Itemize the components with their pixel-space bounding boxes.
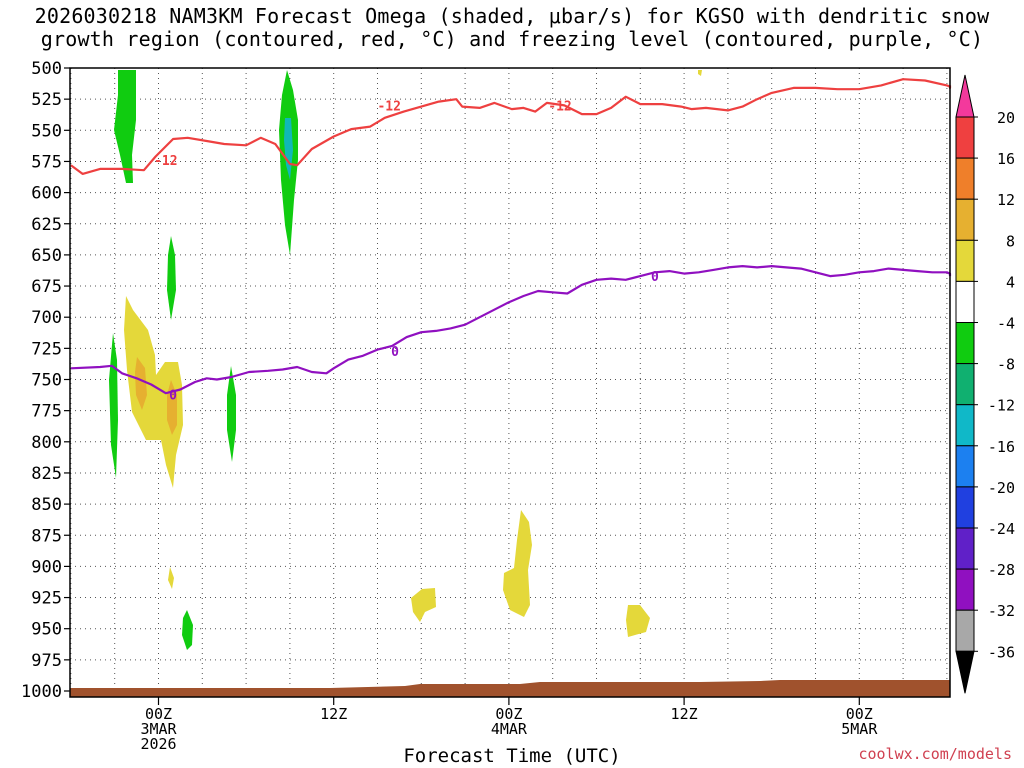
colorbar-label: 8 xyxy=(1006,232,1015,250)
contour-label: -12 xyxy=(154,154,177,169)
title-line-2: growth region (contoured, red, °C) and f… xyxy=(40,27,984,51)
x-tick-label: 12Z xyxy=(671,705,698,723)
x-tick-label: 3MAR xyxy=(140,720,177,738)
colorbar-swatch xyxy=(955,157,975,200)
terrain-ground xyxy=(70,680,950,697)
colorbar-label: -16 xyxy=(988,438,1015,456)
omega-area xyxy=(227,366,236,462)
contour-label: 0 xyxy=(391,345,399,360)
omega-area xyxy=(109,333,118,478)
y-tick-label: 975 xyxy=(31,651,62,671)
colorbar-label: -4 xyxy=(997,315,1015,333)
colorbar-label: -20 xyxy=(988,479,1015,497)
x-tick-label: 00Z xyxy=(846,705,873,723)
omega-area xyxy=(167,236,176,320)
colorbar-swatch xyxy=(955,404,975,447)
colorbar-label: 20 xyxy=(997,109,1015,127)
credit-text: coolwx.com/models xyxy=(858,745,1012,763)
y-tick-label: 775 xyxy=(31,402,62,422)
contour-label: -12 xyxy=(377,99,400,114)
y-tick-label: 925 xyxy=(31,589,62,609)
y-tick-label: 700 xyxy=(31,308,62,328)
colorbar-swatch xyxy=(955,527,975,570)
contour-line-0 xyxy=(70,265,952,395)
y-tick-label: 825 xyxy=(31,464,62,484)
omega-area xyxy=(182,610,193,650)
y-tick-label: 750 xyxy=(31,371,62,391)
y-tick-label: 850 xyxy=(31,495,62,515)
colorbar-swatch xyxy=(955,116,975,159)
colorbar-label: -32 xyxy=(988,602,1015,620)
omega-shading xyxy=(109,70,702,650)
contour-line--12 xyxy=(70,78,952,175)
omega-area xyxy=(124,296,183,488)
omega-area xyxy=(411,588,436,622)
colorbar-swatch xyxy=(955,445,975,488)
colorbar-arrow-bottom xyxy=(955,650,975,694)
colorbar-swatch xyxy=(955,322,975,365)
x-tick-label: 00Z xyxy=(145,705,172,723)
x-axis-label: Forecast Time (UTC) xyxy=(403,745,621,767)
colorbar-label: -12 xyxy=(988,397,1015,415)
omega-area xyxy=(135,357,147,410)
y-tick-label: 800 xyxy=(31,433,62,453)
colorbar-swatch xyxy=(955,198,975,241)
y-tick-label: 900 xyxy=(31,557,62,577)
colorbar-label: 16 xyxy=(997,150,1015,168)
contour-label: 0 xyxy=(651,270,659,285)
y-tick-label: 625 xyxy=(31,215,62,235)
colorbar-swatch xyxy=(955,609,975,652)
y-axis: 500 525 550 575 600 625 650 675 700 725 750 775 800 8… xyxy=(21,59,70,702)
contour-label: -12 xyxy=(548,99,571,114)
y-tick-label: 600 xyxy=(31,184,62,204)
chart-title: 2026030218 NAM3KM Forecast Omega (shaded… xyxy=(0,5,1024,51)
colorbar-label: 12 xyxy=(997,191,1015,209)
omega-area xyxy=(503,510,532,617)
colorbar-label: -28 xyxy=(988,561,1015,579)
contour-lines xyxy=(70,78,952,395)
y-tick-label: 575 xyxy=(31,152,62,172)
y-tick-label: 650 xyxy=(31,246,62,266)
omega-area xyxy=(626,605,650,637)
y-tick-label: 875 xyxy=(31,526,62,546)
title-line-1: 2026030218 NAM3KM Forecast Omega (shaded… xyxy=(34,4,990,28)
colorbar-swatch xyxy=(955,486,975,529)
x-tick-label: 12Z xyxy=(320,705,347,723)
omega-area xyxy=(168,567,174,589)
colorbar-label: -8 xyxy=(997,356,1015,374)
contour-labels: -12 -12 -12 0 0 0 xyxy=(154,99,659,403)
y-tick-label: 1000 xyxy=(21,682,62,702)
colorbar-swatch xyxy=(955,280,975,323)
y-tick-label: 550 xyxy=(31,121,62,141)
grid xyxy=(70,67,950,697)
contour-label: 0 xyxy=(169,388,177,403)
omega-area xyxy=(114,70,136,183)
colorbar-label: -36 xyxy=(988,643,1015,661)
colorbar-label: -24 xyxy=(988,520,1015,538)
y-tick-label: 725 xyxy=(31,339,62,359)
colorbar: 20 16 12 8 4 -4 -8 -12 -16 -20 -24 -28 -32 -36 xyxy=(955,74,1015,694)
colorbar-label: 4 xyxy=(1006,273,1015,291)
colorbar-swatch xyxy=(955,568,975,611)
colorbar-swatch xyxy=(955,363,975,406)
x-tick-label: 4MAR xyxy=(491,720,528,738)
x-tick-label: 5MAR xyxy=(841,720,878,738)
x-tick-label: 2026 xyxy=(140,735,176,753)
y-tick-label: 525 xyxy=(31,90,62,110)
y-tick-label: 500 xyxy=(31,59,62,79)
x-tick-label: 00Z xyxy=(495,705,522,723)
colorbar-arrow-top xyxy=(955,74,975,118)
omega-area xyxy=(167,380,177,435)
omega-area xyxy=(698,70,702,76)
y-tick-label: 950 xyxy=(31,620,62,640)
y-tick-label: 675 xyxy=(31,277,62,297)
plot-frame xyxy=(69,67,951,698)
colorbar-swatch xyxy=(955,239,975,282)
